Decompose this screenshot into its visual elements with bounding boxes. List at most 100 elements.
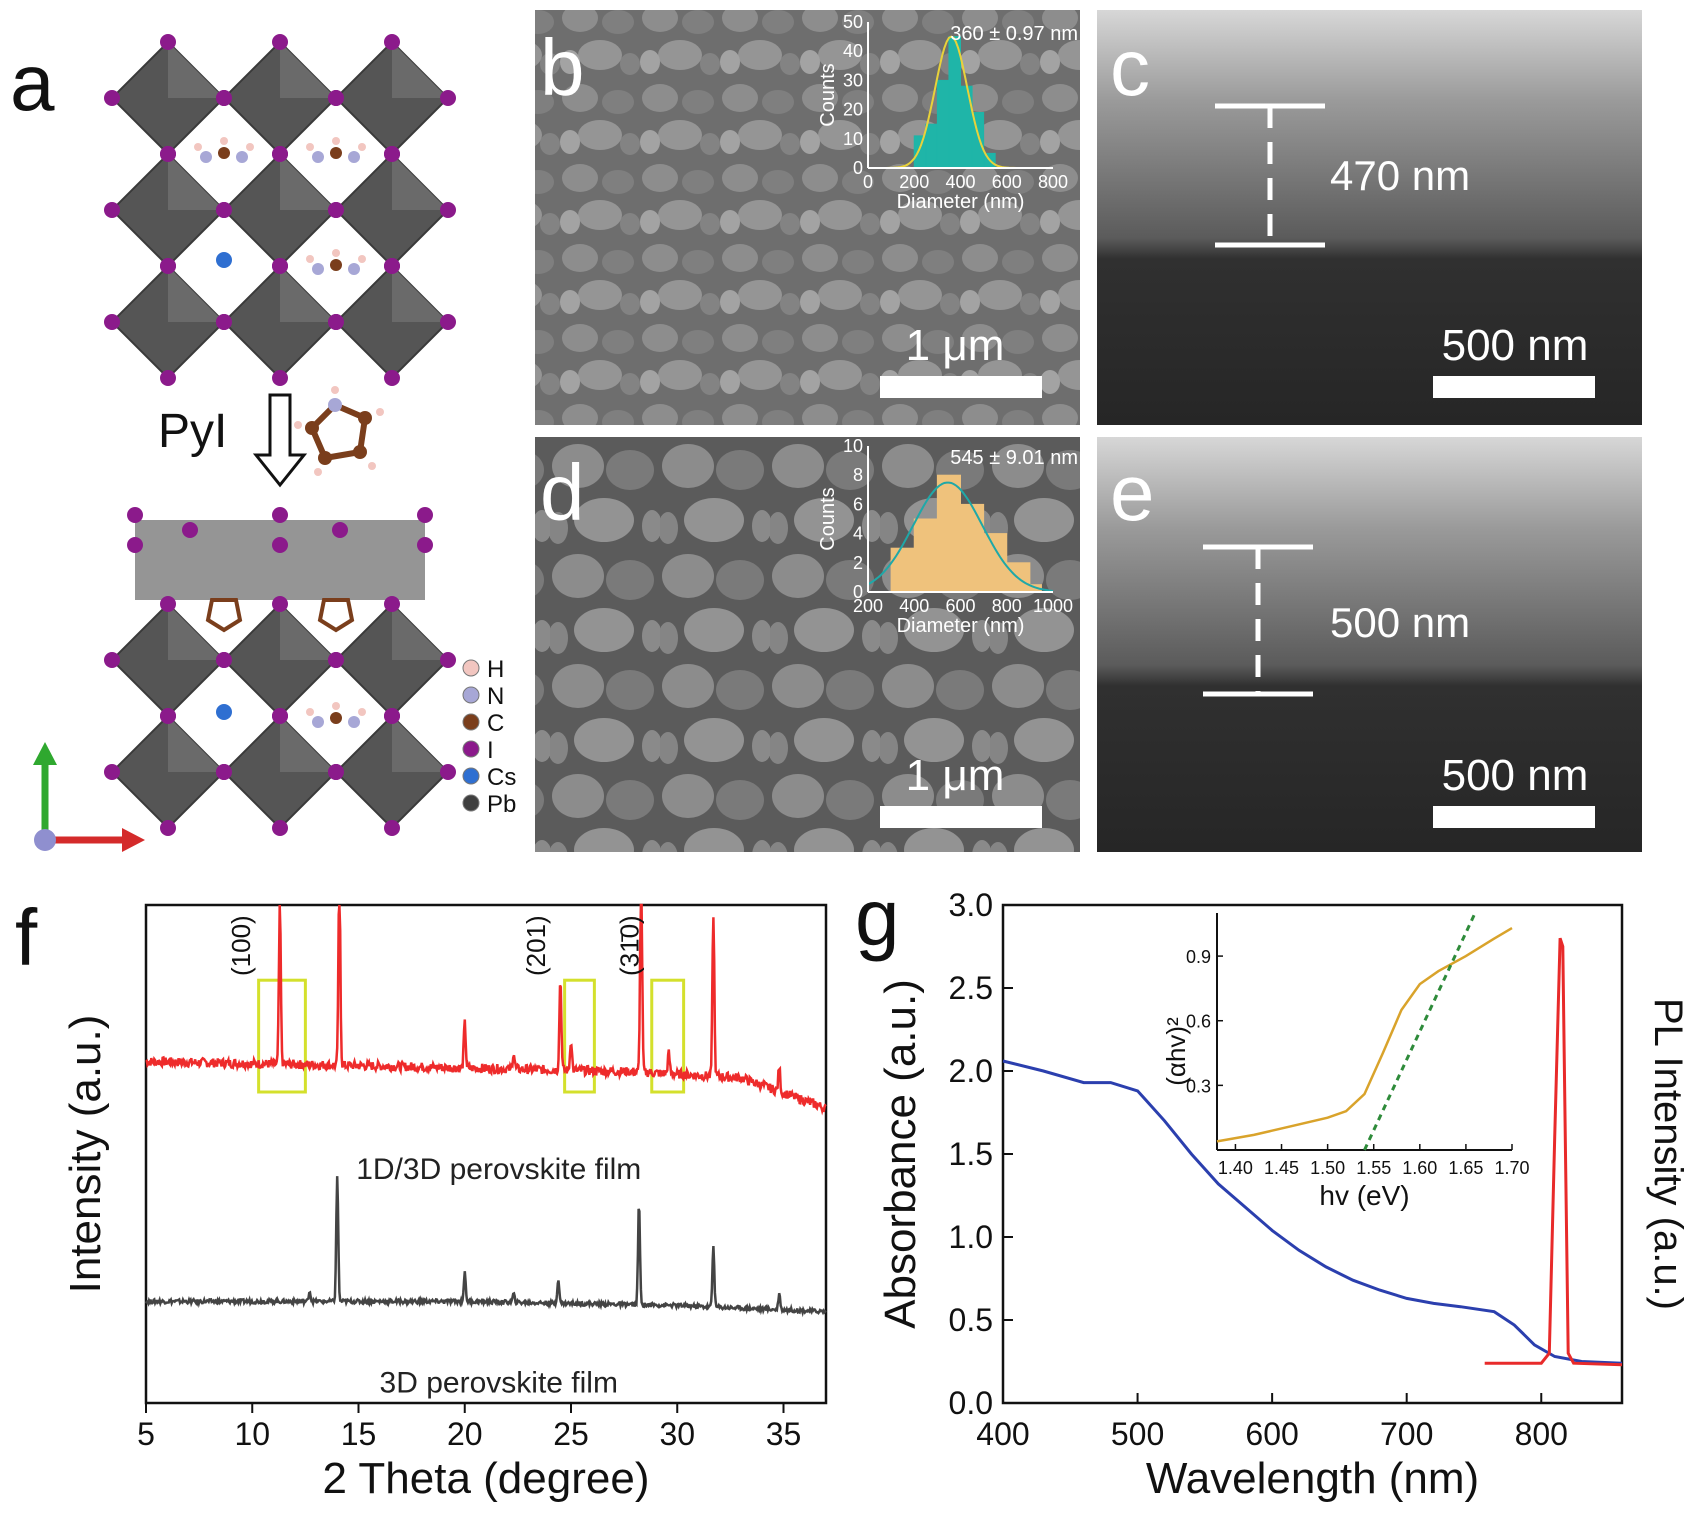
- inset-x-tick-label: 1.70: [1494, 1158, 1529, 1178]
- x-tick-label: 600: [992, 172, 1022, 192]
- iodide-atom: [384, 820, 400, 836]
- legend-label-h: H: [487, 656, 504, 683]
- hydrogen-atom: [246, 143, 254, 151]
- inset-y-axis-label: (αhv)²: [1161, 1017, 1191, 1086]
- carbon-atom: [218, 147, 230, 159]
- iodide-atom: [328, 90, 344, 106]
- hydrogen-atom: [358, 708, 366, 716]
- legend-label-cs: Cs: [487, 764, 516, 791]
- hydrogen-atom: [220, 137, 228, 145]
- iodide-atom: [160, 820, 176, 836]
- iodide-atom: [272, 34, 288, 50]
- y-tick-label: 20: [843, 100, 863, 120]
- tauc-inset: 1.40 1.45 1.50 1.55 1.60 1.65 1.70 0.3 0.6 0.9 hv …: [1161, 912, 1530, 1211]
- y-axis-label: Counts: [817, 487, 839, 550]
- iodide-atom: [104, 764, 120, 780]
- y-tick-label: 30: [843, 70, 863, 90]
- x-axis-label: Diameter (nm): [897, 191, 1025, 213]
- carbon-atom: [330, 259, 342, 271]
- panel-label-b: b: [540, 23, 585, 112]
- panel-g: g 400 500 600 700 800 0.0 0.5 1.0 1.5 2.0 2.5 3.0 Wa…: [855, 873, 1690, 1503]
- octahedron-face: [168, 154, 224, 210]
- hydrogen-atom: [306, 143, 314, 151]
- diameter-histogram-b: 0 200 400 600 800 0 10 20 30 40 50 Diameter (nm) Cou…: [817, 12, 1078, 213]
- panel-label-c: c: [1110, 23, 1150, 112]
- pyrrolidinium-molecule-icon: [294, 386, 384, 476]
- hydrogen-atom: [358, 143, 366, 151]
- size-annotation: 360 ± 0.97 nm: [950, 23, 1078, 45]
- absorbance-line: [1002, 1059, 1623, 1365]
- nitrogen-atom: [312, 263, 324, 275]
- thickness-marker-c: [1215, 103, 1325, 248]
- scale-bar-c: [1433, 376, 1595, 398]
- iodide-atom: [384, 34, 400, 50]
- x-tick-label: 600: [1245, 1416, 1298, 1452]
- miller-index-label: (201): [521, 915, 551, 976]
- legend-label-pb: Pb: [487, 791, 516, 818]
- iodide-atom: [216, 764, 232, 780]
- x-tick-label: 25: [553, 1416, 589, 1452]
- hydrogen-atom: [332, 702, 340, 710]
- histogram-bar: [960, 503, 985, 593]
- scale-bar-label-b: 1 μm: [906, 321, 1005, 370]
- hydrogen-atom: [194, 143, 202, 151]
- absorbance-pl-chart: 400 500 600 700 800 0.0 0.5 1.0 1.5 2.0 2.5 3.0 Wave…: [876, 887, 1690, 1503]
- sem-image-c: [1097, 10, 1642, 425]
- legend-label-n: N: [487, 683, 504, 710]
- iodide-atom: [272, 507, 288, 523]
- y-tick-label: 1.5: [949, 1136, 993, 1172]
- panel-e: e 500 nm 500 nm: [1097, 437, 1642, 852]
- iodide-atom: [272, 258, 288, 274]
- iodide-atom: [440, 90, 456, 106]
- inset-y-tick-label: 0.3: [1186, 1076, 1211, 1096]
- legend-marker-h: [462, 659, 480, 677]
- inset-y-tick-label: 0.9: [1186, 947, 1211, 967]
- octahedron-face: [168, 266, 224, 322]
- histogram-bar: [913, 518, 938, 593]
- perovskite-3d-structure: [104, 34, 456, 386]
- nitrogen-atom: [312, 151, 324, 163]
- y-tick-label: 10: [843, 129, 863, 149]
- iodide-atom: [216, 90, 232, 106]
- iodide-atom: [332, 522, 348, 538]
- scale-bar-b: [880, 376, 1042, 398]
- legend-label-c: C: [487, 710, 504, 737]
- iodide-atom: [272, 820, 288, 836]
- x-tick-label: 800: [1038, 172, 1068, 192]
- iodide-atom: [272, 708, 288, 724]
- xrd-chart: 1D/3D perovskite film 3D perovskite film (…: [61, 903, 828, 1503]
- size-annotation: 545 ± 9.01 nm: [950, 447, 1078, 469]
- inset-x-tick-label: 1.60: [1402, 1158, 1437, 1178]
- y-tick-label: 0: [853, 158, 863, 178]
- iodide-atom: [104, 202, 120, 218]
- y-tick-label: 0: [853, 582, 863, 602]
- hydrogen-atom: [358, 255, 366, 263]
- octahedron-face: [280, 154, 336, 210]
- iodide-atom: [440, 652, 456, 668]
- histogram-bar: [925, 123, 938, 169]
- y-tick-label: 0.0: [949, 1385, 993, 1421]
- x-tick-label: 0: [863, 172, 873, 192]
- scale-bar-e: [1433, 806, 1595, 828]
- legend-marker-cs: [462, 767, 480, 785]
- iodide-atom: [272, 596, 288, 612]
- x-axis-label: 2 Theta (degree): [323, 1454, 650, 1503]
- y-tick-label: 2.5: [949, 970, 993, 1006]
- iodide-atom: [384, 258, 400, 274]
- miller-index-label: (31̄0): [615, 915, 645, 976]
- octahedron-face: [392, 604, 448, 660]
- plot-frame: [1001, 903, 1624, 1405]
- iodide-atom: [417, 537, 433, 553]
- iodide-atom: [440, 764, 456, 780]
- nitrogen-atom: [312, 716, 324, 728]
- iodide-atom: [272, 146, 288, 162]
- y-tick-label: 8: [853, 465, 863, 485]
- octahedron-face: [280, 266, 336, 322]
- y-tick-label: 4: [853, 524, 863, 544]
- x-tick-label: 600: [945, 596, 975, 616]
- iodide-atom: [328, 652, 344, 668]
- x-tick-label: 700: [1380, 1416, 1433, 1452]
- carbon-atom: [330, 147, 342, 159]
- peak-highlight-box: [563, 978, 596, 1094]
- legend-marker-n: [462, 686, 480, 704]
